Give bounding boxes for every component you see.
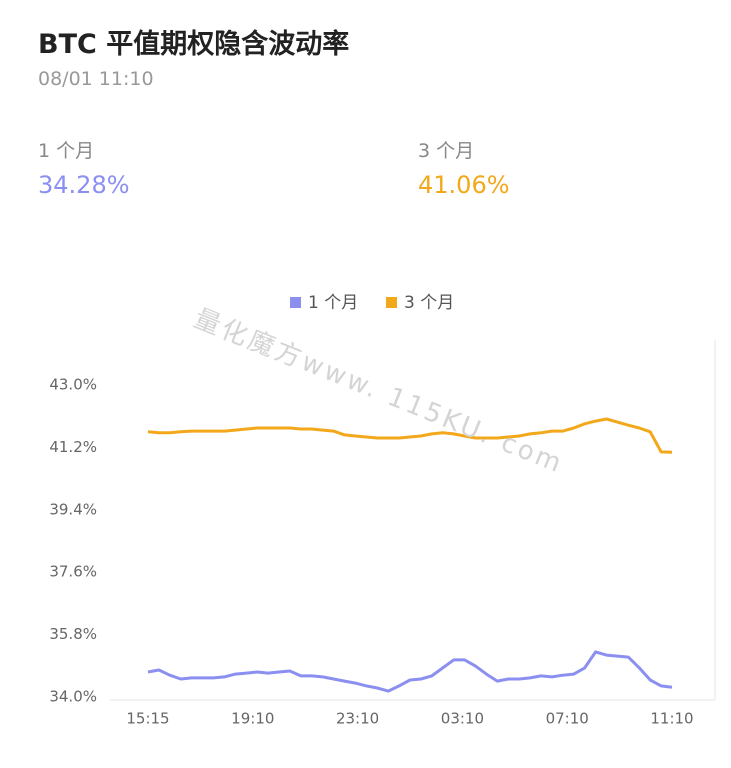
y-tick-label: 34.0% (49, 688, 97, 706)
y-tick-label: 39.4% (49, 500, 97, 518)
x-tick-label: 15:15 (126, 710, 169, 728)
timestamp: 08/01 11:10 (38, 68, 154, 90)
stat: 3 个月 41.06% (418, 136, 510, 199)
stat: 1 个月 34.28% (38, 136, 130, 199)
x-tick-label: 23:10 (336, 710, 379, 728)
line-series (147, 417, 673, 454)
stat-label: 3 个月 (418, 140, 475, 162)
legend-label: 1 个月 (308, 293, 358, 313)
legend-swatch (386, 297, 397, 308)
y-tick-label: 37.6% (49, 563, 97, 581)
x-tick-label: 07:10 (546, 710, 589, 728)
y-tick-label: 41.2% (49, 438, 97, 456)
legend-label: 3 个月 (404, 293, 454, 313)
y-tick-label: 43.0% (49, 376, 97, 394)
legend-swatch (290, 297, 301, 308)
watermark: 量化魔方www. 115KU. com (190, 304, 568, 480)
stat-label: 1 个月 (38, 140, 95, 162)
x-tick-label: 19:10 (231, 710, 274, 728)
x-tick-label: 11:10 (650, 710, 693, 728)
title: BTC 平值期权隐含波动率 (38, 29, 350, 60)
stat-value: 41.06% (418, 171, 510, 199)
line-series (147, 650, 673, 693)
y-tick-label: 35.8% (49, 625, 97, 643)
stat-value: 34.28% (38, 171, 130, 199)
x-tick-label: 03:10 (441, 710, 484, 728)
